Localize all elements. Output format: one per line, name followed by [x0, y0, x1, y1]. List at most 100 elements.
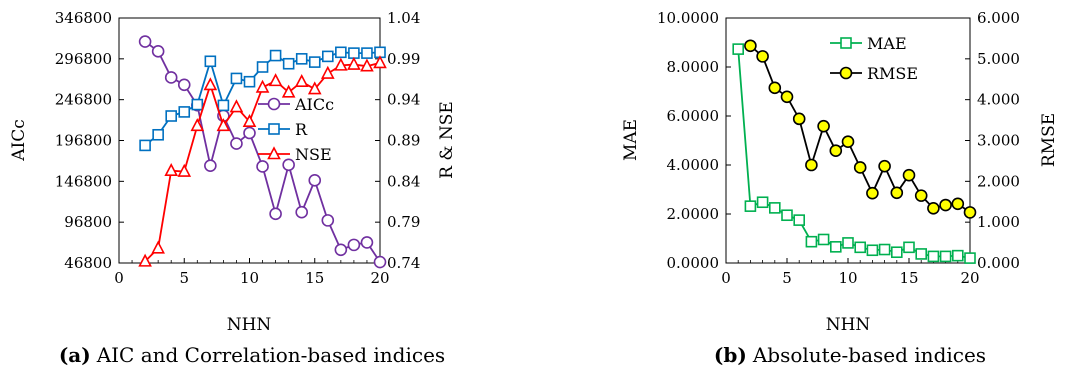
panel-a-point-nse — [307, 81, 322, 95]
panel-a-point-aicc — [243, 126, 256, 140]
panel-b-ylabel-left: MAE — [621, 119, 641, 161]
panel-b-xtick-label: 10 — [838, 269, 857, 287]
panel-a-xtick-label: 5 — [179, 269, 189, 287]
panel-a-point-r — [204, 55, 217, 68]
panel-a-caption: (a) AIC and Correlation-based indices — [59, 343, 445, 367]
panel-a-xtick-label: 20 — [370, 269, 389, 287]
panel-b-point-rmse — [939, 198, 952, 212]
panel-a-ylabel-right: R & NSE — [437, 101, 457, 179]
panel-a-series-r — [139, 46, 386, 152]
panel-b-point-rmse — [829, 144, 843, 158]
panel-b-point-mae — [964, 252, 976, 264]
panel-a-point-aicc — [138, 35, 152, 48]
panel-b-caption: (b) Absolute-based indices — [714, 343, 986, 367]
chart-panel-b: 0 5 10 15 20 0.0000 2.0000 4.0000 6.0000 8.0000 10… — [621, 9, 1059, 367]
panel-a-point-nse — [268, 73, 283, 87]
panel-b-caption-text: Absolute-based indices — [752, 343, 986, 367]
panel-b-ytick-right-label: 4.000 — [977, 91, 1020, 109]
panel-b-point-mae — [878, 243, 891, 256]
panel-a-ytick-left-label: 246800 — [55, 91, 112, 109]
panel-a-point-r — [348, 47, 360, 59]
panel-a-legend-marker-r — [268, 123, 280, 135]
panel-a-ytick-right-label: 0.99 — [387, 50, 420, 68]
panel-b-ytick-left-label: 6.0000 — [667, 107, 720, 125]
panel-a-point-nse — [255, 79, 270, 93]
panel-a-point-aicc — [347, 238, 361, 252]
panel-b-legend-label-mae: MAE — [867, 34, 907, 53]
panel-b-point-rmse — [853, 161, 867, 174]
panel-a-line-aicc — [144, 40, 381, 263]
panel-b-xlabel: NHN — [826, 315, 871, 335]
panel-b-point-rmse — [927, 201, 940, 215]
panel-b-point-mae — [768, 202, 781, 214]
panel-a-point-nse — [320, 65, 335, 79]
panel-a-point-r — [321, 50, 334, 63]
panel-b-legend-marker-rmse — [839, 66, 853, 80]
panel-a-ytick-right-label: 0.89 — [387, 132, 420, 150]
panel-a-ytick-left-label: 96800 — [64, 213, 112, 231]
panel-a-point-nse — [151, 240, 165, 254]
panel-a-point-nse — [177, 163, 192, 177]
panel-b-point-rmse — [890, 186, 904, 200]
panel-a-legend-label-aicc: AICc — [294, 95, 334, 114]
panel-a-point-nse — [138, 253, 152, 267]
panel-b-point-mae — [793, 214, 806, 226]
panel-a-point-r — [165, 110, 177, 122]
panel-b-ytick-left-label: 4.0000 — [667, 156, 720, 174]
panel-b-point-rmse — [914, 189, 928, 202]
panel-b-legend: MAE RMSE — [830, 34, 918, 83]
panel-a-point-nse — [373, 55, 387, 69]
panel-a-caption-label: (a) — [59, 343, 91, 367]
panel-b-ytick-left-label: 2.0000 — [667, 205, 720, 223]
panel-b-xtick-label: 5 — [782, 269, 792, 287]
panel-b-ytick-right-label: 0.000 — [977, 254, 1020, 272]
panel-b-xtick-label: 15 — [899, 269, 918, 287]
panel-a-legend: AICc R NSE — [258, 95, 334, 164]
panel-b-point-rmse — [780, 90, 794, 104]
panel-a-point-aicc — [360, 236, 374, 249]
panel-a-legend-marker-aicc — [267, 97, 281, 111]
panel-a-axes: 0 5 10 15 20 46800 96800 146800 196800 246800 2968… — [55, 9, 421, 287]
panel-a-point-r — [230, 72, 243, 85]
panel-b-point-mae — [781, 209, 793, 222]
panel-a-ytick-left-label: 296800 — [55, 50, 112, 68]
panel-a-point-nse — [190, 118, 205, 132]
panel-b-series — [732, 39, 977, 264]
panel-a-point-aicc — [164, 71, 178, 84]
panel-a-point-r — [335, 46, 347, 59]
panel-b-point-mae — [842, 237, 854, 249]
panel-b-ytick-left-label: 8.0000 — [667, 58, 720, 76]
panel-a-point-aicc — [308, 174, 322, 187]
panel-b-point-rmse — [744, 39, 757, 53]
panel-b-point-rmse — [817, 119, 830, 133]
panel-b-legend-label-rmse: RMSE — [867, 64, 918, 83]
panel-a-point-r — [243, 75, 256, 88]
panel-a-point-nse — [203, 77, 218, 91]
panel-b-point-mae — [866, 244, 879, 257]
panel-a-point-nse — [229, 99, 244, 113]
panel-b-point-mae — [732, 43, 745, 55]
panel-b-point-rmse — [878, 159, 891, 173]
panel-a-point-r — [295, 53, 308, 65]
panel-b-point-mae — [829, 241, 842, 253]
panel-b-point-mae — [854, 241, 867, 254]
panel-a-point-aicc — [230, 137, 243, 150]
panel-a-point-nse — [347, 56, 361, 70]
panel-a-point-nse — [294, 73, 309, 87]
panel-b-ytick-left-label: 0.0000 — [667, 254, 720, 272]
panel-a-point-aicc — [282, 158, 295, 172]
panel-a-point-aicc — [204, 159, 217, 172]
panel-b-legend-marker-mae — [840, 37, 852, 49]
panel-a-series-nse — [138, 55, 387, 267]
panel-a-point-r — [152, 128, 164, 141]
panel-a-point-nse — [216, 118, 231, 132]
panel-b-point-rmse — [768, 81, 782, 95]
panel-b-point-rmse — [951, 197, 965, 211]
panel-a-point-r — [282, 57, 295, 70]
panel-a-legend-label-r: R — [295, 120, 308, 139]
panel-b-point-mae — [805, 235, 818, 248]
panel-a-point-r — [178, 106, 191, 118]
panel-b-axes: 0 5 10 15 20 0.0000 2.0000 4.0000 6.0000 8.0000 10… — [657, 9, 1020, 287]
panel-a-point-r — [191, 98, 204, 111]
